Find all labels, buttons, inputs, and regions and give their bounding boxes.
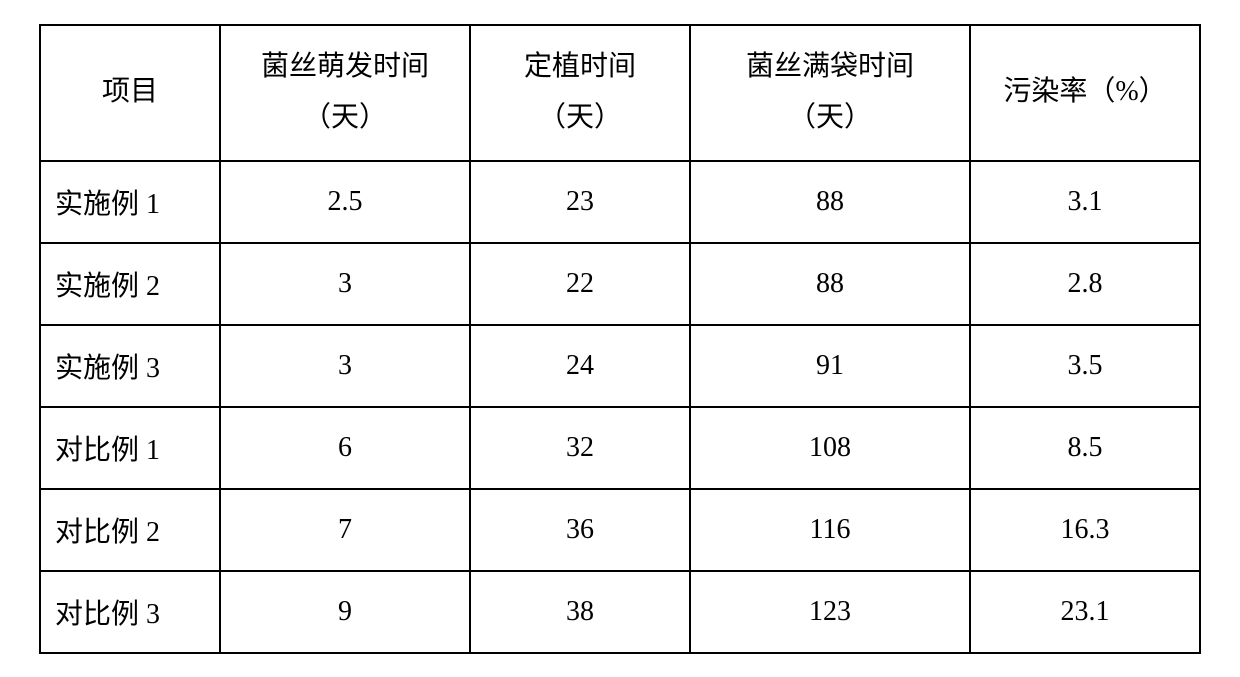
cell-fullbag: 108: [690, 407, 970, 489]
cell-fullbag: 88: [690, 243, 970, 325]
col-header-germination: 菌丝萌发时间 （天）: [220, 25, 470, 161]
table-row: 实施例 1 2.5 23 88 3.1: [40, 161, 1200, 243]
cell-planting: 38: [470, 571, 690, 653]
header-unit: （天）: [788, 102, 872, 133]
col-header-planting: 定植时间 （天）: [470, 25, 690, 161]
cell-planting: 23: [470, 161, 690, 243]
cell-planting: 24: [470, 325, 690, 407]
cell-planting: 36: [470, 489, 690, 571]
row-label: 对比例 1: [40, 407, 220, 489]
header-text: 污染率（%）: [1003, 76, 1166, 107]
cell-contamination: 8.5: [970, 407, 1200, 489]
cell-contamination: 3.5: [970, 325, 1200, 407]
header-unit: （天）: [538, 102, 622, 133]
cell-contamination: 23.1: [970, 571, 1200, 653]
cell-contamination: 16.3: [970, 489, 1200, 571]
table-header-row: 项目 菌丝萌发时间 （天） 定植时间 （天） 菌丝满袋时间 （天） 污染率（%）: [40, 25, 1200, 161]
table-row: 实施例 3 3 24 91 3.5: [40, 325, 1200, 407]
cell-contamination: 3.1: [970, 161, 1200, 243]
cell-fullbag: 116: [690, 489, 970, 571]
col-header-contamination: 污染率（%）: [970, 25, 1200, 161]
cell-fullbag: 91: [690, 325, 970, 407]
table-row: 对比例 3 9 38 123 23.1: [40, 571, 1200, 653]
cell-germination: 6: [220, 407, 470, 489]
cell-germination: 7: [220, 489, 470, 571]
col-header-project: 项目: [40, 25, 220, 161]
table-row: 实施例 2 3 22 88 2.8: [40, 243, 1200, 325]
cell-planting: 32: [470, 407, 690, 489]
cell-planting: 22: [470, 243, 690, 325]
row-label: 实施例 2: [40, 243, 220, 325]
cell-germination: 3: [220, 243, 470, 325]
col-header-fullbag: 菌丝满袋时间 （天）: [690, 25, 970, 161]
header-text: 项目: [102, 76, 158, 107]
cell-germination: 9: [220, 571, 470, 653]
cell-contamination: 2.8: [970, 243, 1200, 325]
row-label: 实施例 1: [40, 161, 220, 243]
header-text: 菌丝萌发时间: [261, 51, 429, 82]
table-row: 对比例 1 6 32 108 8.5: [40, 407, 1200, 489]
header-unit: （天）: [303, 102, 387, 133]
row-label: 实施例 3: [40, 325, 220, 407]
row-label: 对比例 3: [40, 571, 220, 653]
cell-fullbag: 123: [690, 571, 970, 653]
data-table: 项目 菌丝萌发时间 （天） 定植时间 （天） 菌丝满袋时间 （天） 污染率（%）…: [39, 24, 1201, 654]
cell-fullbag: 88: [690, 161, 970, 243]
row-label: 对比例 2: [40, 489, 220, 571]
table-row: 对比例 2 7 36 116 16.3: [40, 489, 1200, 571]
cell-germination: 3: [220, 325, 470, 407]
header-text: 菌丝满袋时间: [746, 51, 914, 82]
header-text: 定植时间: [524, 51, 636, 82]
cell-germination: 2.5: [220, 161, 470, 243]
